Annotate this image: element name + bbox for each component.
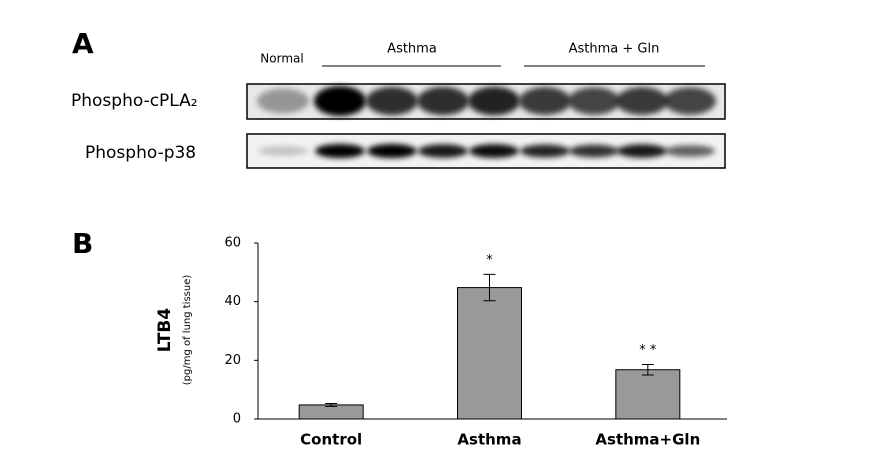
band: [314, 86, 366, 116]
x-tick-label: Asthma+Gln: [595, 431, 700, 449]
y-tick-label: 60: [224, 236, 241, 251]
band: [568, 87, 620, 115]
y-axis-title: LTB4: [155, 308, 175, 353]
lane-group-label: Asthma + Gln: [569, 42, 660, 57]
bar: [615, 369, 681, 420]
bar: [298, 404, 364, 420]
blot: [246, 83, 726, 120]
error-bar: [641, 363, 654, 376]
band: [616, 87, 668, 115]
x-tick-label: Asthma: [457, 431, 521, 449]
significance-marker: *: [486, 253, 493, 268]
lane-group-label: Asthma: [387, 42, 437, 57]
band: [468, 86, 520, 116]
band: [519, 87, 571, 115]
band: [258, 146, 308, 156]
band: [665, 145, 715, 157]
band: [367, 144, 417, 158]
row-label: Phospho-cPLA₂: [71, 91, 198, 111]
y-tick-label: 0: [233, 412, 241, 427]
band: [417, 86, 469, 116]
bar: [457, 287, 522, 420]
band: [366, 86, 418, 116]
lane-label: Normal: [260, 52, 303, 66]
y-tick-label: 20: [224, 353, 241, 368]
band: [520, 144, 570, 158]
error-bar: [325, 402, 338, 407]
band: [469, 144, 519, 158]
y-axis-subtitle: (pg/mg of lung tissue): [182, 275, 193, 386]
significance-marker: * *: [639, 343, 657, 358]
panel-label: B: [72, 227, 93, 260]
row-label: Phospho-p38: [85, 143, 196, 163]
band: [418, 144, 468, 158]
band: [257, 88, 309, 114]
band: [569, 144, 619, 158]
y-tick-label: 40: [224, 294, 241, 309]
blot: [246, 133, 726, 169]
x-tick-label: Control: [300, 431, 362, 449]
band: [617, 144, 667, 158]
error-bar: [483, 273, 496, 302]
band: [315, 144, 365, 158]
panel-label: A: [72, 27, 94, 60]
band: [664, 87, 716, 115]
